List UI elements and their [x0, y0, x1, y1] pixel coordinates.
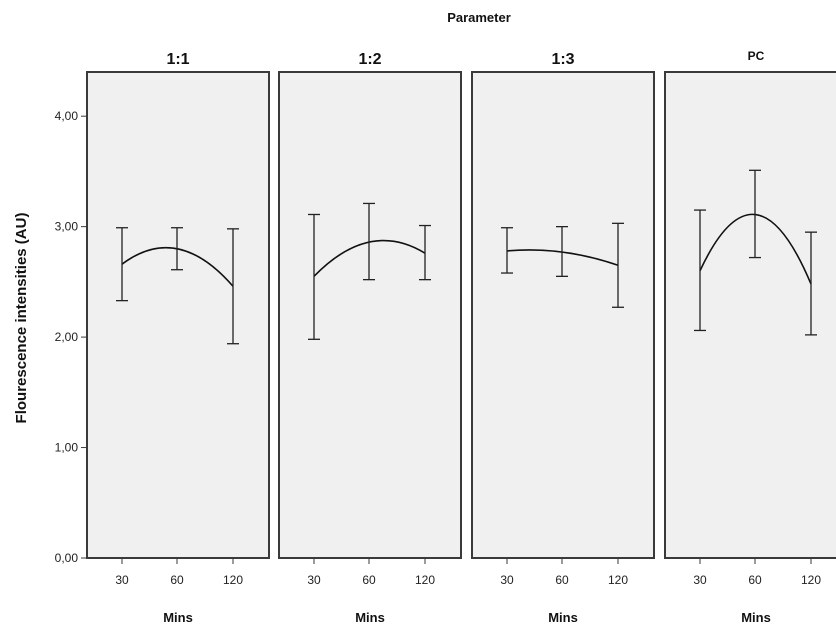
y-tick-label: 0,00: [55, 551, 79, 565]
x-tick-label: 30: [307, 573, 321, 587]
panels: 1:1 30 60 120 Mins 1:2 30 60 120 Mins 1:3 30 60 120 Mi…: [86, 49, 836, 625]
x-tick-label: 120: [415, 573, 435, 587]
x-axis-label: Mins: [548, 610, 578, 625]
x-tick-label: 120: [223, 573, 243, 587]
panel-2: 1:2 30 60 120 Mins: [278, 51, 462, 625]
panel-1: 1:1 30 60 120 Mins: [86, 51, 270, 625]
panel-title: 1:2: [358, 51, 381, 68]
panel-title: PC: [748, 49, 765, 63]
y-tick-label: 3,00: [55, 220, 79, 234]
x-tick-label: 60: [362, 573, 376, 587]
y-tick-label: 1,00: [55, 441, 79, 455]
x-tick-label: 30: [693, 573, 707, 587]
facet-title: Parameter: [447, 10, 511, 25]
y-axis-label: Flourescence intensities (AU): [13, 213, 30, 424]
x-tick-label: 120: [608, 573, 628, 587]
panel-4: PC 30 60 120 Mins: [664, 49, 836, 625]
y-tick-label: 4,00: [55, 109, 79, 123]
panel-plot-area: [664, 71, 836, 559]
x-axis-label: Mins: [741, 610, 771, 625]
x-tick-label: 30: [115, 573, 129, 587]
x-axis-label: Mins: [355, 610, 385, 625]
panel-plot-area: [278, 71, 462, 559]
x-tick-label: 30: [500, 573, 514, 587]
panel-title: 1:3: [551, 51, 574, 68]
panel-plot-area: [471, 71, 655, 559]
panel-3: 1:3 30 60 120 Mins: [471, 51, 655, 625]
y-tick-label: 2,00: [55, 330, 79, 344]
y-axis: 0,00 1,00 2,00 3,00 4,00: [55, 72, 88, 565]
x-tick-label: 60: [555, 573, 569, 587]
x-tick-label: 60: [748, 573, 762, 587]
panel-plot-area: [86, 71, 270, 559]
x-tick-label: 120: [801, 573, 821, 587]
panel-title: 1:1: [166, 51, 189, 68]
x-tick-label: 60: [170, 573, 184, 587]
x-axis-label: Mins: [163, 610, 193, 625]
